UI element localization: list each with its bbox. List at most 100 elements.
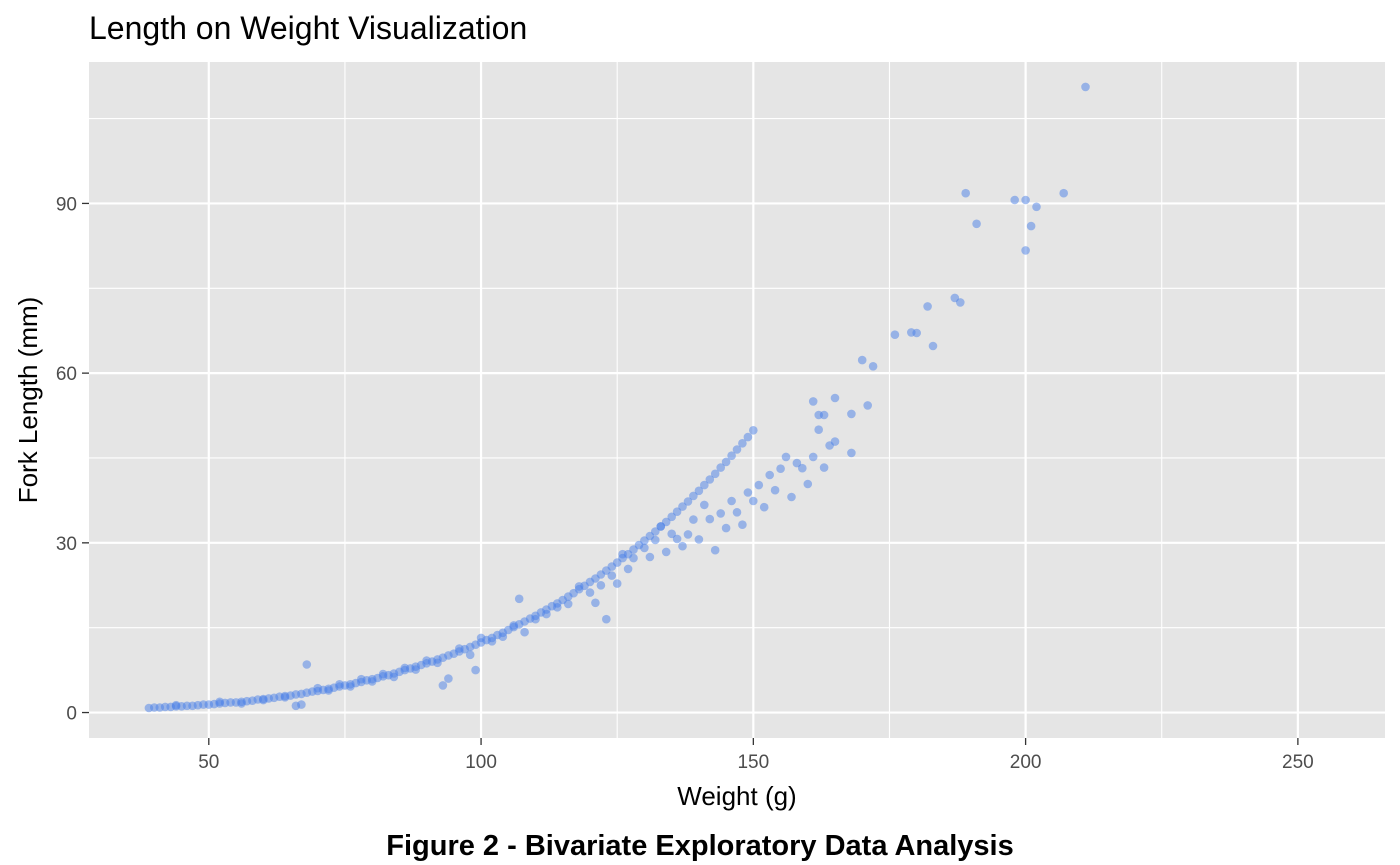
data-point bbox=[923, 302, 932, 311]
data-point bbox=[672, 507, 682, 516]
data-point bbox=[808, 397, 818, 406]
data-point bbox=[694, 535, 704, 544]
x-tick-label: 200 bbox=[1010, 752, 1042, 773]
data-point bbox=[438, 681, 448, 690]
data-point bbox=[672, 534, 682, 544]
y-tick-label: 90 bbox=[56, 194, 77, 215]
data-point bbox=[357, 674, 366, 684]
data-point bbox=[259, 695, 268, 705]
y-tick-label: 30 bbox=[56, 534, 77, 555]
data-point bbox=[667, 529, 676, 539]
data-point bbox=[629, 553, 638, 563]
data-point bbox=[847, 448, 856, 458]
data-point bbox=[743, 432, 753, 442]
data-point bbox=[612, 579, 622, 588]
data-point bbox=[743, 488, 753, 497]
data-point bbox=[346, 682, 355, 691]
data-point bbox=[574, 582, 584, 591]
data-point bbox=[678, 502, 687, 511]
data-points bbox=[144, 82, 1090, 713]
data-point bbox=[705, 475, 715, 484]
data-point bbox=[1026, 221, 1036, 231]
data-point bbox=[689, 515, 698, 524]
data-point bbox=[411, 665, 421, 674]
data-point bbox=[749, 426, 758, 435]
chart-title: Length on Weight Visualization bbox=[89, 10, 527, 46]
data-point bbox=[520, 627, 529, 637]
data-point bbox=[1021, 246, 1030, 255]
x-tick-label: 250 bbox=[1282, 752, 1314, 773]
grid-lines bbox=[89, 62, 1385, 738]
data-point bbox=[749, 496, 758, 506]
data-point bbox=[738, 439, 747, 448]
data-point bbox=[732, 445, 742, 454]
data-point bbox=[367, 677, 377, 686]
data-point bbox=[678, 541, 687, 551]
x-tick-label: 100 bbox=[465, 752, 497, 773]
data-point bbox=[661, 547, 671, 557]
data-point bbox=[563, 599, 573, 609]
data-point bbox=[912, 328, 921, 338]
data-point bbox=[961, 188, 970, 198]
data-point bbox=[694, 486, 704, 496]
data-point bbox=[830, 393, 840, 403]
data-point bbox=[585, 588, 595, 597]
data-point bbox=[1010, 195, 1019, 205]
data-point bbox=[591, 598, 600, 608]
data-point bbox=[237, 699, 246, 708]
y-axis-label: Fork Length (mm) bbox=[13, 297, 43, 504]
x-tick-label: 50 bbox=[198, 752, 219, 773]
data-point bbox=[596, 581, 606, 590]
data-point bbox=[700, 480, 709, 490]
data-point bbox=[623, 564, 633, 574]
data-point bbox=[656, 522, 666, 531]
data-point bbox=[455, 644, 464, 653]
data-point bbox=[1032, 202, 1041, 212]
data-point bbox=[721, 457, 731, 467]
data-point bbox=[803, 479, 813, 489]
data-point bbox=[710, 545, 720, 555]
data-point bbox=[705, 514, 715, 524]
data-point bbox=[792, 458, 802, 468]
data-point bbox=[651, 527, 660, 536]
data-point bbox=[465, 650, 475, 660]
data-point bbox=[389, 672, 399, 682]
data-point bbox=[819, 463, 829, 472]
data-point bbox=[645, 552, 655, 562]
data-point bbox=[378, 669, 388, 679]
data-point bbox=[721, 523, 731, 533]
data-point bbox=[531, 614, 540, 624]
data-point bbox=[716, 463, 725, 472]
data-point bbox=[302, 660, 312, 669]
data-point bbox=[798, 463, 807, 473]
data-point bbox=[765, 470, 774, 480]
data-point bbox=[689, 491, 698, 501]
data-point bbox=[422, 656, 431, 665]
data-point bbox=[847, 409, 856, 419]
data-point bbox=[814, 425, 823, 435]
data-point bbox=[1059, 188, 1068, 198]
data-point bbox=[928, 341, 938, 351]
data-point bbox=[830, 437, 840, 446]
data-point bbox=[471, 665, 480, 675]
data-point bbox=[972, 219, 981, 229]
data-point bbox=[819, 410, 829, 420]
data-point bbox=[683, 497, 693, 506]
x-tick-label: 150 bbox=[737, 752, 769, 773]
data-point bbox=[738, 520, 747, 529]
data-point bbox=[542, 609, 551, 619]
data-point bbox=[509, 621, 518, 630]
data-point bbox=[727, 496, 736, 506]
y-tick-label: 0 bbox=[66, 704, 77, 725]
data-point bbox=[759, 502, 769, 512]
data-point bbox=[863, 401, 872, 410]
data-point bbox=[770, 485, 780, 495]
data-point bbox=[808, 452, 818, 462]
y-tick-label: 60 bbox=[56, 364, 77, 385]
data-point bbox=[700, 500, 709, 510]
data-point bbox=[727, 451, 736, 461]
data-point bbox=[754, 480, 764, 490]
data-point bbox=[171, 700, 181, 710]
data-point bbox=[313, 683, 323, 693]
plot-panel bbox=[89, 62, 1385, 738]
